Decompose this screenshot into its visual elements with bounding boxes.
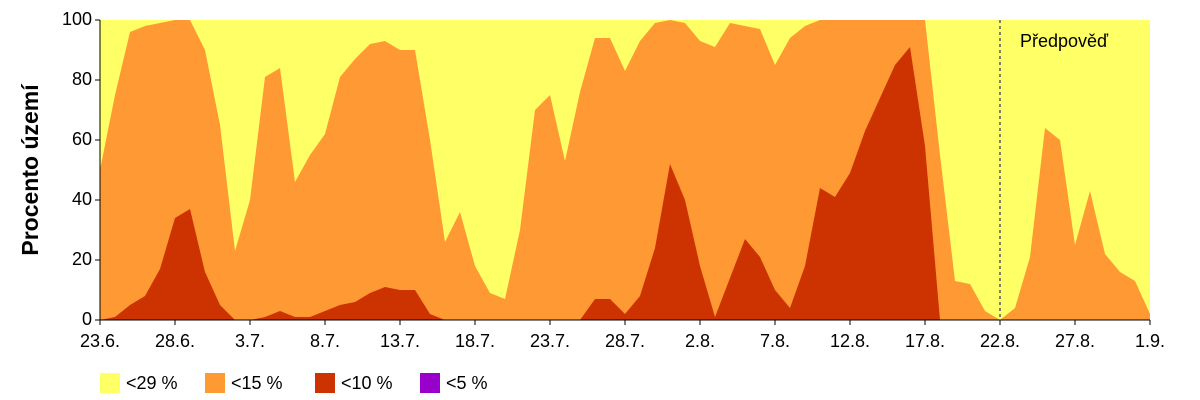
y-tick-label: 0 — [82, 309, 92, 329]
x-tick-label: 17.8. — [905, 331, 945, 351]
x-tick-label: 8.7. — [310, 331, 340, 351]
legend-label: <5 % — [446, 373, 488, 393]
y-tick-label: 20 — [72, 249, 92, 269]
y-tick-label: 100 — [62, 9, 92, 29]
y-axis-label: Procento území — [17, 83, 43, 256]
x-tick-label: 28.7. — [605, 331, 645, 351]
legend-label: <15 % — [231, 373, 283, 393]
x-tick-label: 22.8. — [980, 331, 1020, 351]
legend-label: <29 % — [126, 373, 178, 393]
x-tick-label: 27.8. — [1055, 331, 1095, 351]
x-tick-label: 23.7. — [530, 331, 570, 351]
x-tick-label: 28.6. — [155, 331, 195, 351]
x-tick-label: 3.7. — [235, 331, 265, 351]
x-tick-label: 2.8. — [685, 331, 715, 351]
legend-swatch — [315, 373, 335, 393]
legend-label: <10 % — [341, 373, 393, 393]
y-tick-label: 40 — [72, 189, 92, 209]
x-tick-label: 23.6. — [80, 331, 120, 351]
x-tick-label: 12.8. — [830, 331, 870, 351]
legend-swatch — [420, 373, 440, 393]
legend-swatch — [100, 373, 120, 393]
y-tick-label: 80 — [72, 69, 92, 89]
forecast-label: Předpověď — [1020, 31, 1109, 51]
x-tick-label: 7.8. — [760, 331, 790, 351]
x-tick-label: 1.9. — [1135, 331, 1165, 351]
legend-swatch — [205, 373, 225, 393]
y-tick-label: 60 — [72, 129, 92, 149]
x-tick-label: 13.7. — [380, 331, 420, 351]
area — [100, 47, 1150, 320]
x-tick-label: 18.7. — [455, 331, 495, 351]
